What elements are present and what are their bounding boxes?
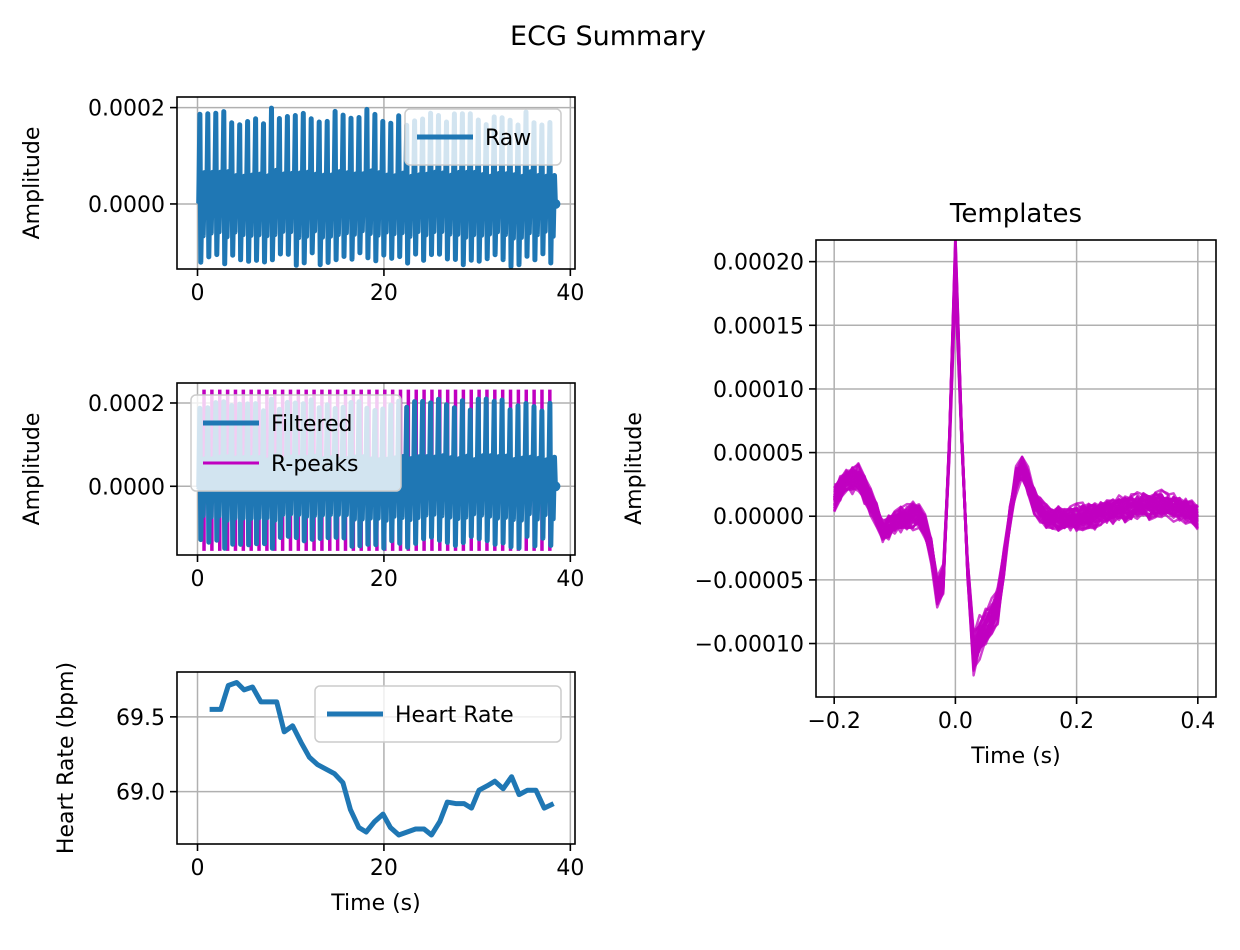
figure-title: ECG Summary: [510, 21, 706, 52]
x-tick-label: 0: [191, 567, 205, 592]
template-line: [833, 249, 1199, 672]
template-line: [833, 252, 1199, 668]
template-line: [833, 262, 1199, 661]
template-line: [833, 262, 1199, 659]
template-line: [833, 245, 1199, 657]
template-line: [833, 275, 1199, 643]
x-tick-label: 0.0: [938, 709, 973, 734]
y-axis-label: Amplitude: [20, 413, 45, 526]
template-line: [833, 261, 1199, 658]
template-line: [833, 240, 1198, 660]
y-axis-label: Amplitude: [20, 127, 45, 240]
template-line: [834, 242, 1199, 677]
x-tick-label: 0: [191, 281, 205, 306]
template-line: [833, 279, 1199, 642]
template-line: [833, 277, 1199, 637]
plot-area: [833, 240, 1199, 677]
x-tick-label: 0: [191, 856, 205, 881]
axes-frame: [815, 239, 1217, 698]
template-line: [833, 268, 1199, 655]
legend-frame: [190, 394, 402, 492]
y-tick-label: 0.00020: [713, 251, 804, 276]
x-tick-label: 20: [370, 281, 398, 306]
template-line: [833, 274, 1198, 652]
legend: Filtered R-peaks: [190, 394, 402, 492]
y-tick-label: 69.0: [116, 781, 165, 806]
x-tick-label: 40: [556, 856, 584, 881]
x-tick-label: 40: [556, 281, 584, 306]
template-line: [833, 254, 1199, 663]
x-tick-label: −0.2: [807, 709, 860, 734]
y-tick-label: 0.0002: [88, 97, 165, 122]
template-line: [833, 254, 1199, 664]
template-line: [833, 256, 1199, 662]
legend-frame: [314, 685, 562, 743]
template-line: [833, 242, 1199, 670]
series-line-raw: [196, 105, 558, 269]
legend-label: R-peaks: [271, 452, 359, 477]
template-line: [833, 262, 1199, 651]
y-tick-label: 0.0002: [88, 392, 165, 417]
series-end-marker: [550, 198, 561, 209]
heart-rate-line: [209, 680, 555, 838]
template-line: [834, 252, 1199, 660]
legend: Heart Rate: [314, 685, 562, 743]
template-line: [833, 247, 1199, 656]
legend-label: Raw: [485, 126, 531, 151]
x-axis-label: Time (s): [330, 891, 420, 916]
subplot-raw: 0 20 40 0.0000 0.0002 Amplitude Raw: [20, 96, 584, 306]
legend-label: Filtered: [271, 412, 353, 437]
axes-frame: [176, 382, 576, 556]
legend-label: Heart Rate: [395, 703, 514, 728]
x-tick-label: 0.4: [1180, 709, 1215, 734]
template-line: [833, 278, 1199, 645]
series-end-marker: [550, 481, 561, 492]
x-axis-label: Time (s): [970, 744, 1060, 769]
x-tick-label: 0.2: [1059, 709, 1094, 734]
y-axis-label: Amplitude: [622, 412, 647, 525]
y-tick-label: 69.5: [116, 706, 165, 731]
template-line: [833, 271, 1199, 648]
series-line-filtered: [196, 396, 558, 551]
legend-frame: [404, 108, 562, 166]
template-line: [833, 281, 1199, 635]
template-line: [833, 240, 1199, 657]
axes-frame: [176, 96, 576, 270]
axes-frame: [176, 671, 576, 845]
plot-area: [209, 680, 555, 838]
subplot-filtered: 0 20 40 0.0000 0.0002 Amplitude Filtered R-peak…: [20, 382, 584, 592]
y-tick-label: 0.00010: [713, 378, 804, 403]
legend: Raw: [404, 108, 562, 166]
template-line: [833, 268, 1199, 659]
axes-title: Templates: [949, 199, 1082, 229]
x-tick-label: 20: [370, 856, 398, 881]
template-line: [833, 270, 1199, 646]
subplot-templates: −0.2 0.0 0.2 0.4 0.00020 0.00015 0.00010 0.0000…: [622, 199, 1217, 769]
y-tick-label: 0.0000: [88, 193, 165, 218]
y-tick-label: −0.00010: [695, 633, 804, 658]
y-tick-label: 0.0000: [88, 475, 165, 500]
template-line: [833, 250, 1199, 658]
y-axis-label: Heart Rate (bpm): [54, 662, 79, 854]
gridlines: [816, 240, 1216, 697]
y-tick-label: 0.00000: [713, 505, 804, 530]
y-tick-label: 0.00015: [713, 314, 804, 339]
subplot-heart-rate: 0 20 40 69.0 69.5 Time (s) Heart Rate (bpm) Hea…: [54, 662, 584, 916]
template-line: [833, 240, 1199, 659]
template-line: [833, 260, 1199, 660]
y-tick-label: 0.00005: [713, 442, 804, 467]
y-tick-label: −0.00005: [695, 569, 804, 594]
x-tick-label: 20: [370, 567, 398, 592]
plot-area: [196, 105, 561, 269]
x-tick-label: 40: [556, 567, 584, 592]
